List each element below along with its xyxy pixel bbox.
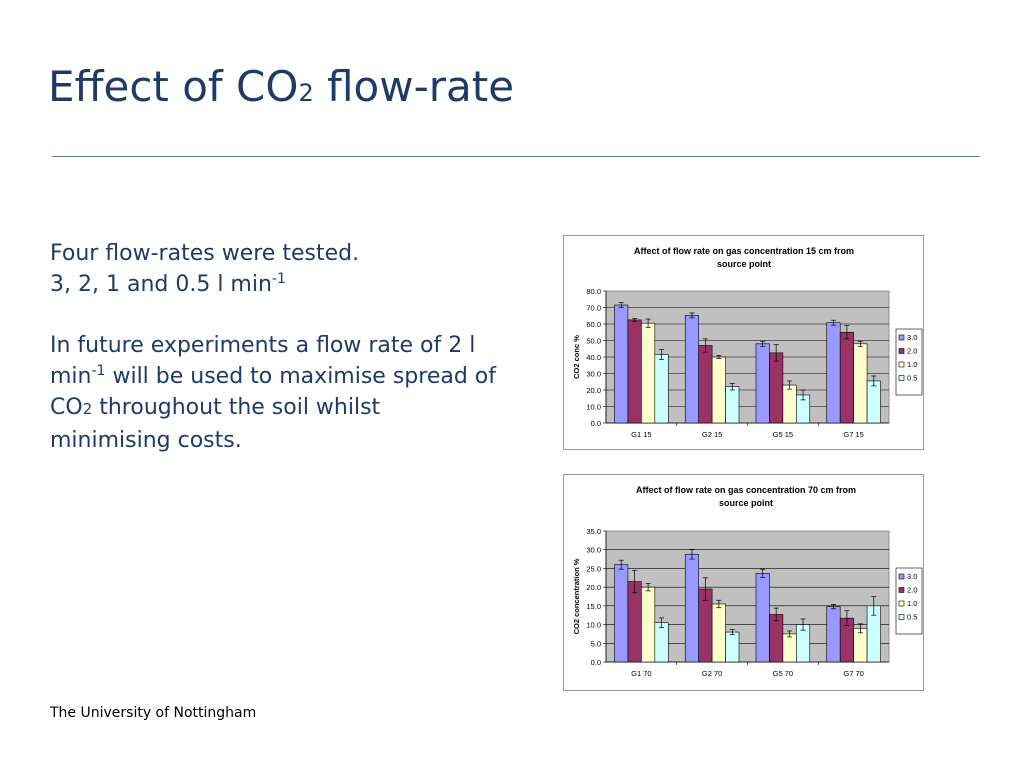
chart1-bar-G7-15-3.0 [826,322,841,424]
para2-subscript: 2 [82,400,93,418]
chart-70cm: Affect of flow rate on gas concentration… [563,474,924,691]
chart1-bar-G7-15-0.5 [866,380,881,424]
title-end: flow-rate [313,62,515,111]
chart2-xtick-label: G7 70 [843,669,863,678]
chart2-bar-G1-70-2.0 [627,581,642,663]
chart1-bar-G2-15-2.0 [698,345,713,424]
chart2-legend-label-2.0: 2.0 [907,586,917,595]
chart2-title-line-1: Affect of flow rate on gas concentration… [636,485,856,495]
chart2-bar-G2-70-3.0 [684,553,699,663]
para2-part-c: throughout the soil whilst minimising co… [50,395,381,453]
chart2-bar-G1-70-0.5 [654,622,669,663]
chart1-legend-label-3.0: 3.0 [907,333,917,342]
chart2-bar-G7-70-3.0 [826,606,841,663]
chart2-ytick-label: 15.0 [586,602,601,611]
chart1-ytick-label: 40.0 [586,353,601,362]
chart2-bar-G1-70-1.0 [641,586,656,663]
chart1-ytick-label: 10.0 [586,403,601,412]
body-line-1: Four flow-rates were tested. [50,241,360,266]
slide-body: Four flow-rates were tested. 3, 2, 1 and… [50,238,500,456]
body-line-2-sup: -1 [271,271,286,287]
title-divider [52,156,980,157]
chart2-title-line-2: source point [719,498,773,508]
body-line-2-text: 3, 2, 1 and 0.5 l min [50,272,272,297]
chart1-legend-label-0.5: 0.5 [907,374,917,383]
chart2-xtick-label: G5 70 [773,669,793,678]
chart2-ytick-label: 35.0 [586,527,601,536]
chart2-legend-label-1.0: 1.0 [907,599,917,608]
chart1-legend-label-1.0: 1.0 [907,360,917,369]
chart2-xtick-label: G2 70 [702,669,722,678]
chart2-legend-label-0.5: 0.5 [907,613,917,622]
body-paragraph-2: In future experiments a flow rate of 2 l… [50,330,500,456]
chart1-ytick-label: 0.0 [591,419,601,428]
chart2-legend-swatch-1.0 [898,600,905,607]
chart2-ytick-label: 0.0 [591,658,601,667]
chart1-bar-G5-15-2.0 [769,352,784,424]
chart2-bar-G7-70-1.0 [853,628,868,663]
footer-institution: The University of Nottingham [50,705,257,721]
title-main: Effect of CO [48,62,299,111]
chart1-bar-G7-15-1.0 [853,343,868,424]
chart1-legend-label-2.0: 2.0 [907,347,917,356]
chart1-ytick-label: 20.0 [586,386,601,395]
chart1-legend-swatch-1.0 [898,361,905,368]
chart1-bar-G1-15-3.0 [614,304,629,424]
chart1-xtick-label: G7 15 [843,430,863,439]
chart2-legend-label-3.0: 3.0 [907,572,917,581]
body-line-2: 3, 2, 1 and 0.5 l min-1 [50,269,500,300]
chart1-bar-G7-15-2.0 [839,331,854,424]
chart2-ytick-label: 30.0 [586,546,601,555]
chart1-ytick-label: 70.0 [586,304,601,313]
chart1-ytick-label: 80.0 [586,287,601,296]
chart1-legend-swatch-0.5 [898,375,905,381]
para2-sup: -1 [91,363,106,379]
chart2-legend-swatch-0.5 [898,614,905,620]
chart2-legend-swatch-3.0 [898,573,905,580]
chart1-ytick-label: 60.0 [586,320,601,329]
chart2-bar-G5-70-2.0 [769,614,784,663]
chart1-bar-G1-15-2.0 [627,319,642,424]
chart1-bar-G5-15-1.0 [782,384,797,424]
chart1-xtick-label: G2 15 [702,430,722,439]
chart1-y-axis-label: CO2 conc % [572,335,581,379]
chart1-ytick-label: 30.0 [586,370,601,379]
chart2-xtick-label: G1 70 [631,669,651,678]
chart-15cm-svg: Affect of flow rate on gas concentration… [572,246,923,439]
chart1-legend-swatch-2.0 [898,348,905,354]
chart1-bar-G2-15-0.5 [725,386,740,424]
chart2-ytick-label: 25.0 [586,564,601,573]
chart1-title-line-1: Affect of flow rate on gas concentration… [634,246,854,256]
chart2-ytick-label: 20.0 [586,583,601,592]
para2-part-b: will be used to maximise spread of CO [50,364,497,420]
chart1-bar-G2-15-3.0 [684,315,699,424]
chart2-bar-G2-70-0.5 [725,631,740,663]
chart2-bar-G1-70-3.0 [614,564,629,663]
para2-part-a: In future experiments a flow rate of 2 l… [50,333,476,389]
chart2-bar-G5-70-1.0 [782,633,797,663]
chart1-bar-G5-15-3.0 [755,343,770,424]
chart2-bar-G5-70-3.0 [755,572,770,663]
chart1-legend-swatch-3.0 [898,334,905,341]
chart2-legend-swatch-2.0 [898,587,905,593]
chart2-ytick-label: 10.0 [586,621,601,630]
slide-title: Effect of CO2 flow-rate [48,62,514,111]
chart1-bar-G2-15-1.0 [711,356,726,424]
chart-70cm-svg: Affect of flow rate on gas concentration… [572,485,923,678]
chart1-bar-G1-15-1.0 [641,322,656,424]
chart2-ytick-label: 5.0 [591,639,601,648]
chart1-xtick-label: G5 15 [773,430,793,439]
chart1-ytick-label: 50.0 [586,337,601,346]
title-subscript: 2 [298,79,314,107]
chart2-bar-G2-70-1.0 [711,603,726,663]
chart-15cm: Affect of flow rate on gas concentration… [563,235,924,450]
chart1-title-line-2: source point [717,259,771,269]
chart1-bar-G1-15-0.5 [654,354,669,424]
chart1-xtick-label: G1 15 [631,430,651,439]
chart2-y-axis-label: CO2 concentration % [572,558,581,634]
paragraph-gap [50,300,500,330]
